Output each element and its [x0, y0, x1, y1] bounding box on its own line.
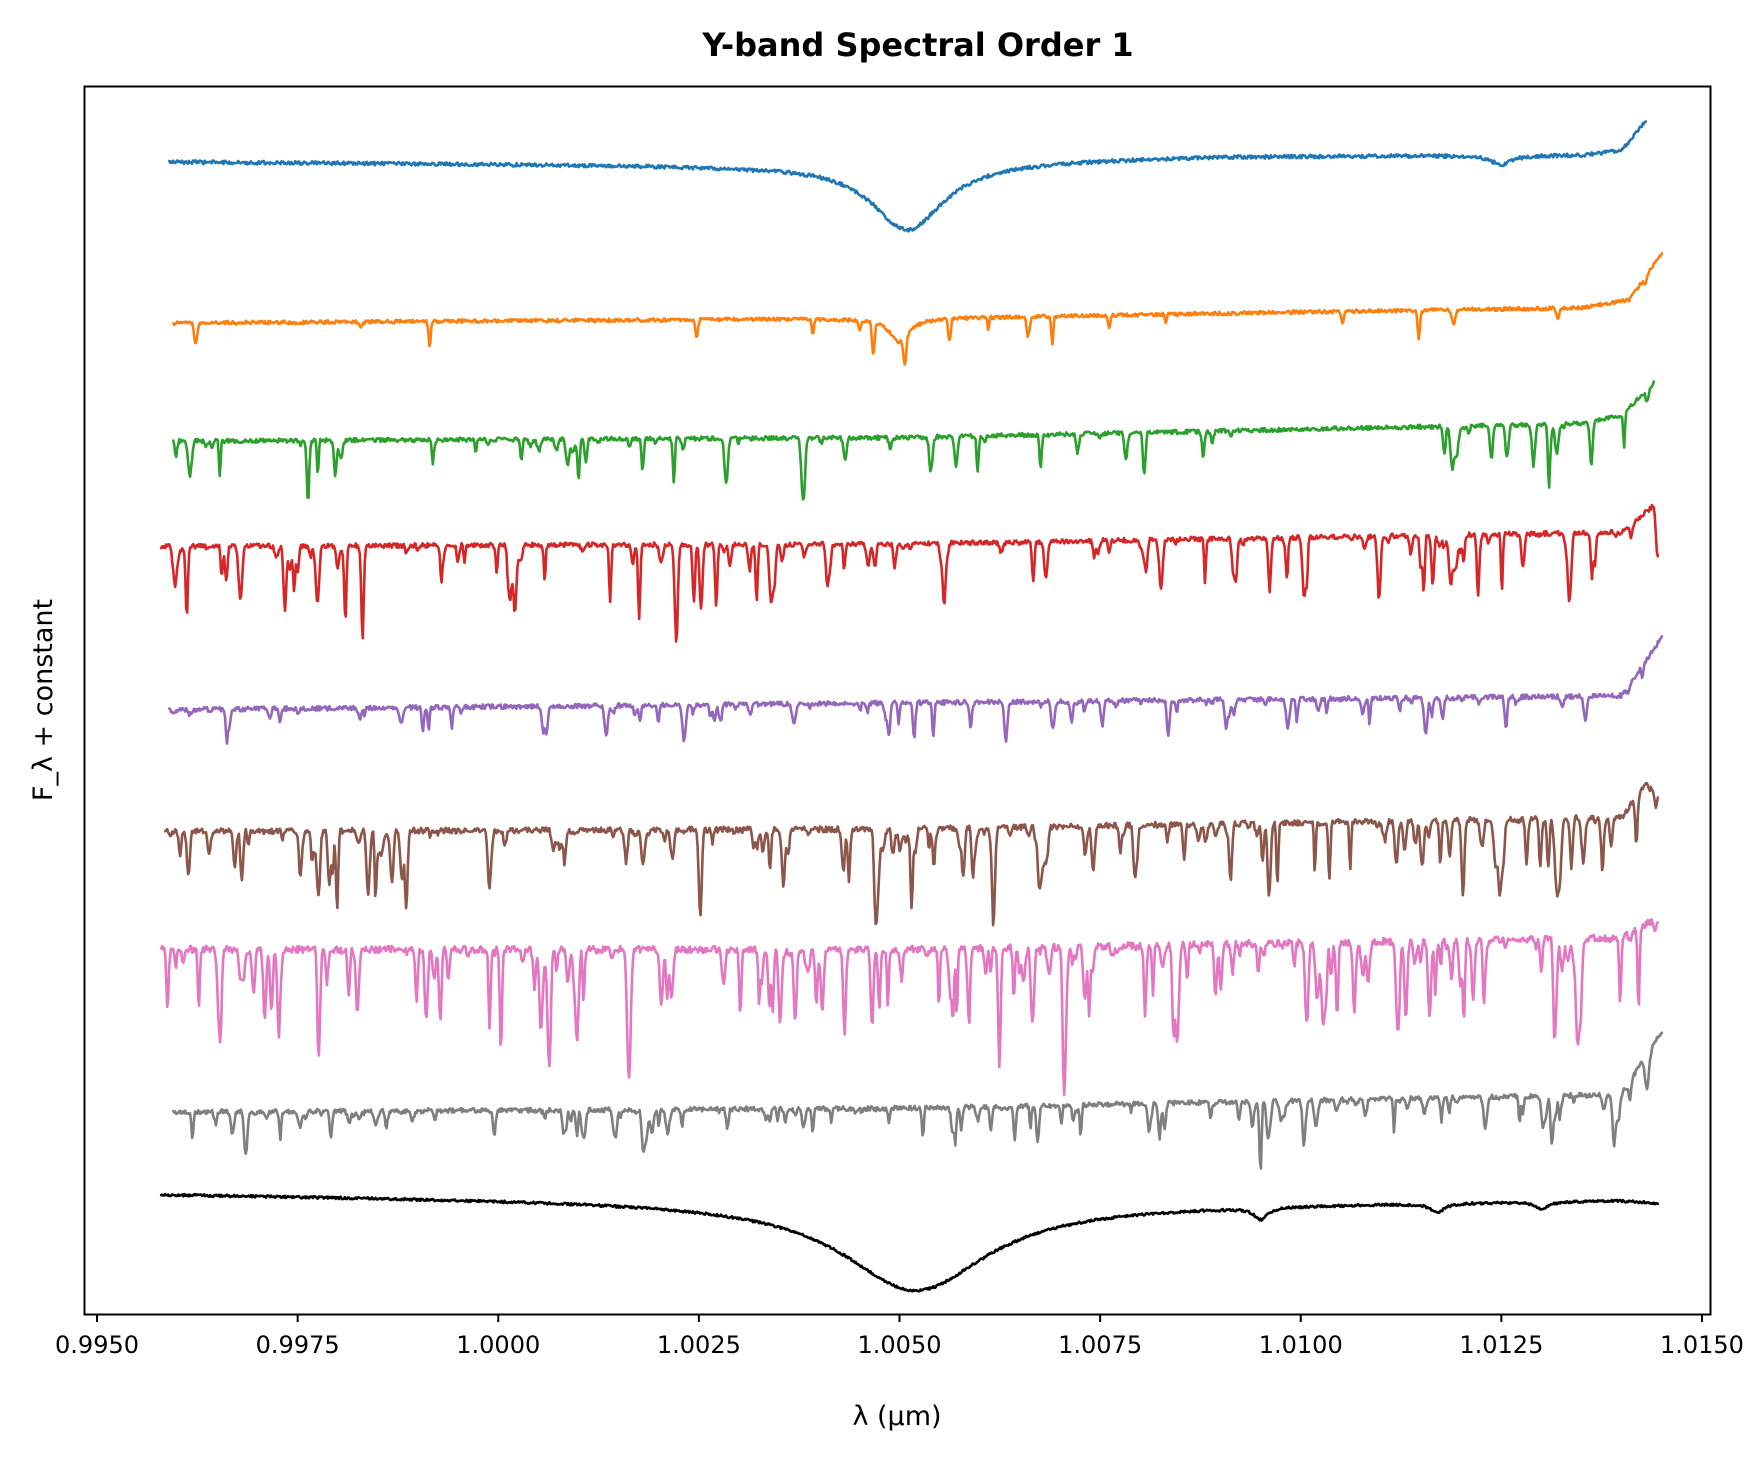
y-axis-label: F_λ + constant — [28, 599, 59, 801]
series-layer — [159, 120, 1664, 1293]
x-tick-label: 1.0025 — [657, 1331, 741, 1359]
x-axis-label: λ (μm) — [852, 1401, 941, 1432]
x-axis-ticks: 0.9950 0.9975 1.0000 1.0025 1.0050 1.0075 1.01… — [55, 1314, 1744, 1359]
plot-frame — [83, 85, 1712, 1316]
x-tick-label: 1.0050 — [858, 1331, 942, 1359]
x-tick-label: 1.0125 — [1459, 1331, 1543, 1359]
spectrum-line-6 — [163, 781, 1660, 927]
spectrum-line-3 — [172, 380, 1656, 501]
spectrum-line-7 — [159, 918, 1660, 1097]
x-tick-label: 1.0100 — [1259, 1331, 1343, 1359]
spectrum-line-4 — [159, 503, 1660, 643]
spectrum-line-5 — [168, 635, 1664, 745]
spectrum-line-1 — [168, 120, 1648, 233]
spectrum-line-8 — [172, 1031, 1664, 1170]
x-tick-label: 1.0150 — [1660, 1331, 1744, 1359]
x-tick-label: 1.0075 — [1058, 1331, 1142, 1359]
chart-title: Y-band Spectral Order 1 — [701, 26, 1133, 64]
spectrum-line-2 — [172, 252, 1664, 366]
x-tick-label: 0.9975 — [256, 1331, 340, 1359]
x-tick-label: 1.0000 — [456, 1331, 540, 1359]
x-tick-label: 0.9950 — [55, 1331, 139, 1359]
spectrum-line-9 — [159, 1192, 1660, 1293]
